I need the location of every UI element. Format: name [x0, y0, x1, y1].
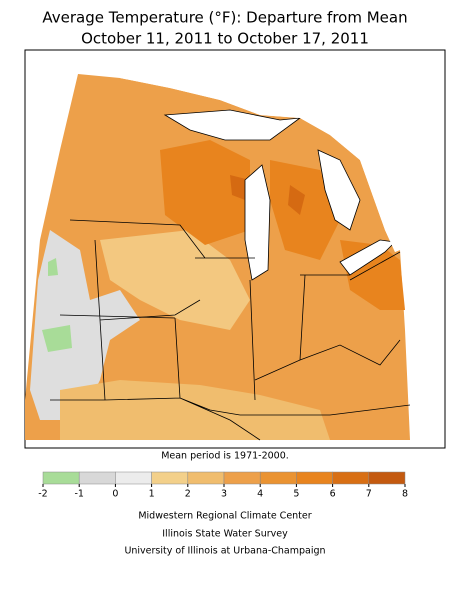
credit: Illinois State Water Survey — [162, 529, 288, 540]
region-darker — [288, 185, 305, 215]
state-borders — [50, 219, 411, 441]
credit: Midwestern Regional Climate Center — [138, 511, 311, 522]
region-green — [42, 325, 72, 352]
title-line: Average Temperature (°F): Departure from… — [42, 9, 407, 27]
legend-tick-label: 8 — [402, 489, 408, 500]
legend-swatch — [151, 471, 189, 485]
lake-superior — [163, 109, 302, 141]
legend-swatch — [368, 471, 406, 485]
canada — [120, 60, 400, 252]
legend-swatch — [223, 471, 261, 485]
legend-swatch — [296, 471, 333, 485]
color-legend: -2 -1 0 1 2 3 4 5 6 7 8 — [38, 471, 408, 500]
legend-tick-label: -2 — [38, 489, 47, 500]
legend-swatch — [332, 471, 370, 485]
legend-swatch — [42, 471, 80, 485]
legend-tick-label: 2 — [185, 489, 191, 500]
region-dark — [270, 160, 340, 260]
legend-tick-label: 7 — [366, 489, 372, 500]
legend-tick-label: 1 — [149, 489, 155, 500]
lake-michigan — [244, 164, 271, 281]
region-light — [100, 230, 250, 330]
legend-swatch — [78, 471, 116, 485]
legend-tick-label: 5 — [293, 489, 299, 500]
legend-tick-label: 4 — [257, 489, 263, 500]
legend-tick-label: 0 — [112, 489, 118, 500]
map — [24, 49, 446, 449]
region-gray — [30, 230, 140, 420]
lake-huron — [317, 149, 361, 231]
region-green — [48, 258, 58, 276]
legend-tick-label: 6 — [330, 489, 336, 500]
legend-swatch — [187, 471, 225, 485]
region-dark — [160, 140, 250, 245]
region-light — [60, 380, 330, 440]
legend-swatch — [115, 471, 152, 485]
title-line: October 11, 2011 to October 17, 2011 — [81, 30, 369, 48]
legend-tick-label: 3 — [221, 489, 227, 500]
legend-tick-label: -1 — [74, 489, 83, 500]
legend-swatch — [259, 471, 297, 485]
lake-erie — [339, 239, 396, 276]
note: Mean period is 1971-2000. — [161, 451, 289, 462]
credit: University of Illinois at Urbana-Champai… — [124, 546, 325, 557]
